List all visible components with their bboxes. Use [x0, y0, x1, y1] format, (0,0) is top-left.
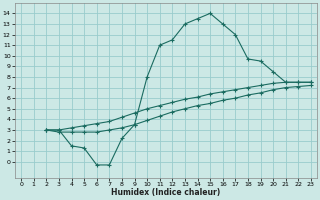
X-axis label: Humidex (Indice chaleur): Humidex (Indice chaleur): [111, 188, 221, 197]
